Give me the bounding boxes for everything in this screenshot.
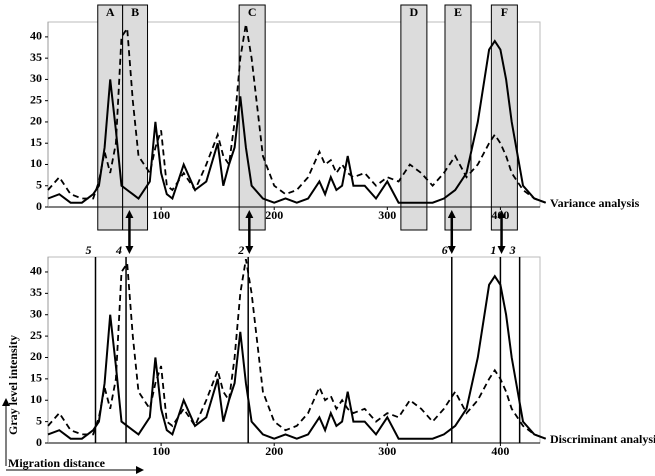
region — [97, 4, 124, 231]
x-tick-label: 300 — [378, 208, 396, 222]
y-tick-label: 15 — [30, 135, 42, 149]
region-label: E — [454, 5, 462, 19]
region-label: C — [248, 5, 257, 19]
marker-label: 2 — [237, 243, 244, 257]
series-line — [47, 258, 547, 440]
y-tick-label: 40 — [30, 29, 42, 43]
x-tick-label: 100 — [152, 208, 170, 222]
y-tick-label: 35 — [30, 50, 42, 64]
y-tick-label: 35 — [30, 285, 42, 299]
y-tick-label: 10 — [30, 392, 42, 406]
x-tick-label: 200 — [265, 208, 283, 222]
x-tick-label: 400 — [491, 444, 509, 458]
y-tick-label: 5 — [36, 177, 42, 191]
x-axis-label: Migration distance — [8, 456, 106, 470]
y-tick-label: 0 — [36, 435, 42, 449]
y-tick-label: 30 — [30, 71, 42, 85]
y-tick-label: 20 — [30, 349, 42, 363]
series-line — [47, 23, 547, 204]
y-tick-label: 15 — [30, 371, 42, 385]
x-tick-label: 100 — [152, 444, 170, 458]
marker-label: 4 — [115, 243, 122, 257]
y-tick-label: 30 — [30, 306, 42, 320]
y-tick-label: 40 — [30, 264, 42, 278]
region — [490, 4, 518, 231]
region-label: B — [131, 5, 139, 19]
x-tick-label: 200 — [265, 444, 283, 458]
marker-label: 5 — [86, 243, 92, 257]
marker-label: 3 — [509, 243, 516, 257]
region — [400, 4, 428, 231]
marker-label: 6 — [442, 243, 448, 257]
annotation: Variance analysis — [550, 196, 640, 210]
region-label: F — [501, 5, 508, 19]
y-tick-label: 0 — [36, 199, 42, 213]
y-tick-label: 20 — [30, 114, 42, 128]
x-tick-label: 300 — [378, 444, 396, 458]
y-tick-label: 25 — [30, 92, 42, 106]
marker-label: 1 — [490, 243, 496, 257]
region-label: A — [106, 5, 115, 19]
region-label: D — [410, 5, 419, 19]
series-line — [47, 274, 547, 440]
annotation: Discriminant analysis — [550, 432, 655, 446]
y-tick-label: 10 — [30, 156, 42, 170]
y-tick-label: 25 — [30, 328, 42, 342]
series-line — [47, 39, 547, 204]
region — [444, 4, 472, 231]
y-axis-label: Gray level intensity — [6, 335, 20, 435]
y-tick-label: 5 — [36, 413, 42, 427]
